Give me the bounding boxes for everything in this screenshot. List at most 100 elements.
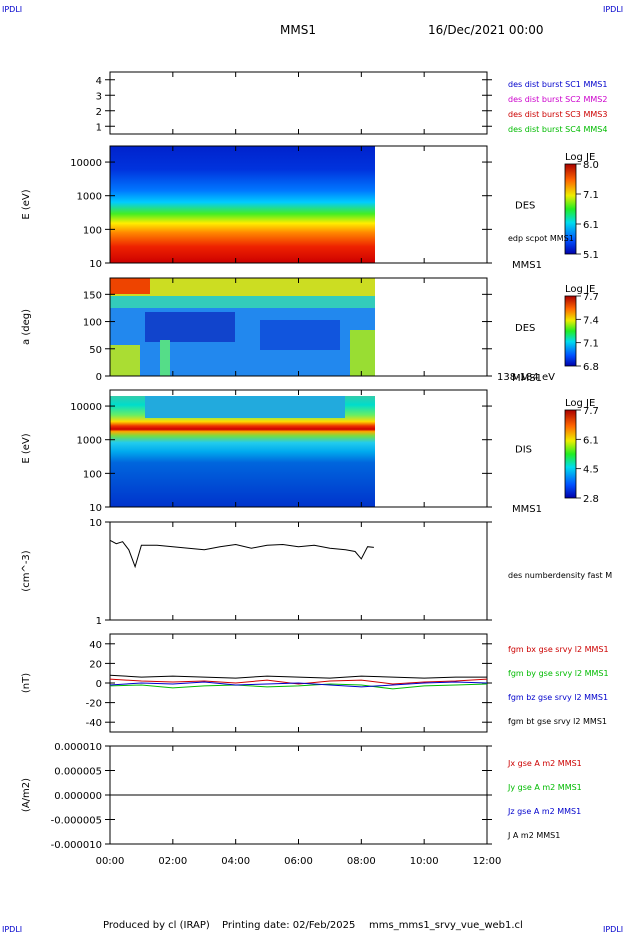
y-tick-label: 100 [83,225,102,236]
y-axis-label: a (deg) [21,309,32,345]
colorbar-dis-energy [564,409,577,499]
y-tick-label: 0 [96,679,102,690]
legend-entry: fgm bz gse srvy l2 MMS1 [508,693,608,702]
colorbar-title: Log JE [565,398,595,409]
panel-label: DES [515,201,535,212]
panel-burst: 1 2 3 4 des dist burst SC1 MMS1 des dist burs… [96,71,607,135]
y-tick-label: 50 [89,345,102,356]
colorbar-tick-label: 5.1 [583,250,599,261]
legend-entry: des numberdensity fast M [508,571,612,580]
y-tick-label: 1 [96,122,102,133]
panel-magnetic_field: -40 -20 0 20 40 (nT) fgm bx gse srvy l2 MMS1 fg… [21,633,609,733]
colorbar-title: Log JE [565,152,595,163]
series-line [109,683,488,690]
y-tick-label: 40 [89,640,102,651]
dis-energy-spectrogram [110,396,375,507]
series-line [109,681,488,688]
series-line [109,674,487,679]
y-tick-label: 3 [96,91,102,102]
footer-printing-date: Printing date: 02/Feb/2025 [222,920,355,931]
y-tick-label: -20 [86,699,102,710]
panel-frame [109,71,488,135]
colorbar-tick-label: 7.1 [583,190,599,201]
panel-annotation: edp scpot MMS1 [508,234,574,243]
colorbar-tick-label: 6.8 [583,362,599,373]
y-tick-label: 4 [96,76,102,87]
y-tick-label: 10 [89,259,102,270]
panel-density: 1 10 (cm^-3) des numberdensity fast M [21,518,612,627]
footer-produced: Produced by cl (IRAP) [103,920,210,931]
legend-entry: fgm bt gse srvy l2 MMS1 [508,717,607,726]
des-pitch-spectrogram [110,278,375,376]
y-tick-label: 2 [96,107,102,118]
panel-sublabel: MMS1 [512,373,542,384]
colorbar-tick-label: 8.0 [583,160,599,171]
colorbar-title: Log JE [565,284,595,295]
y-tick-label: -0.000005 [51,816,102,827]
x-tick-label: 02:00 [158,856,187,867]
y-tick-label: -40 [86,718,102,729]
colorbar-tick-label: 7.7 [583,292,599,303]
corner-mark-tl: IPDLI [2,5,22,14]
y-tick-label: 10 [89,518,102,529]
colorbar-tick-label: 4.5 [583,465,599,476]
legend-entry: Jz gse A m2 MMS1 [507,807,581,816]
legend-entry: des dist burst SC3 MMS3 [508,110,607,119]
y-tick-label: 150 [83,290,102,301]
panel-annotation: 138-184 eV [497,372,555,383]
y-tick-label: 10000 [70,158,102,169]
x-tick-label: 12:00 [473,856,502,867]
series-line [109,678,488,685]
y-axis-label: (nT) [21,673,32,693]
legend-entry: fgm bx gse srvy l2 MMS1 [508,645,609,654]
colorbar-tick-label: 2.8 [583,494,599,505]
y-tick-label: 1000 [77,436,102,447]
panel-sublabel: MMS1 [512,504,542,515]
panel-dis_energy: 10 100 1000 10000 E (eV) DIS MMS1 Log JE7.7 6.1 4… [21,389,599,515]
panel-des_energy: 10 100 1000 10000 E (eV) DES MMS1 edp scpot MMS… [21,145,599,271]
y-tick-label: 0.000005 [54,767,102,778]
series-line [109,539,374,569]
panel-frame [109,521,488,621]
panel-sublabel: MMS1 [512,260,542,271]
y-axis-label: E (eV) [21,189,32,219]
date-title: 16/Dec/2021 00:00 [428,23,544,37]
footer-file: mms_mms1_srvy_vue_web1.cl [369,920,523,931]
legend-entry: J A m2 MMS1 [507,831,560,840]
y-axis-label: (cm^-3) [21,550,32,591]
panel-frame [109,277,488,377]
panel-frame [109,389,488,508]
colorbar-tick-label: 6.1 [583,435,599,446]
panels: 1 2 3 4 des dist burst SC1 MMS1 des dist burs… [21,71,612,867]
y-tick-label: 20 [89,659,102,670]
colorbar-tick-label: 7.1 [583,339,599,350]
colorbar-des-energy [564,163,577,255]
y-tick-label: 0 [96,372,102,383]
y-tick-label: 10000 [70,402,102,413]
y-tick-label: 1 [96,616,102,627]
colorbar-tick-label: 7.4 [583,315,599,326]
y-tick-label: 100 [83,469,102,480]
colorbar-des-pitch [564,295,577,367]
legend-entry: des dist burst SC1 MMS1 [508,80,607,89]
legend-entry: Jx gse A m2 MMS1 [507,759,582,768]
des-energy-spectrogram [110,146,375,263]
x-tick-label: 08:00 [347,856,376,867]
x-tick-label: 10:00 [410,856,439,867]
colorbar-tick-label: 7.7 [583,406,599,417]
panel-current: 0.000010 0.000005 0.000000 -0.000005 -0.0000… [21,742,582,851]
y-axis-label: (A/m2) [21,778,32,812]
legend-entry: Jy gse A m2 MMS1 [507,783,582,792]
y-tick-label: 1000 [77,192,102,203]
legend-entry: fgm by gse srvy l2 MMS1 [508,669,609,678]
panel-label: DES [515,323,535,334]
y-tick-label: 10 [89,503,102,514]
legend-entry: des dist burst SC2 MMS2 [508,95,607,104]
corner-mark-br: IPDLI [603,925,623,934]
panel-label: DIS [515,445,532,456]
colorbar-tick-label: 6.1 [583,220,599,231]
y-tick-label: 0.000000 [54,791,102,802]
y-tick-label: -0.000010 [51,840,102,851]
